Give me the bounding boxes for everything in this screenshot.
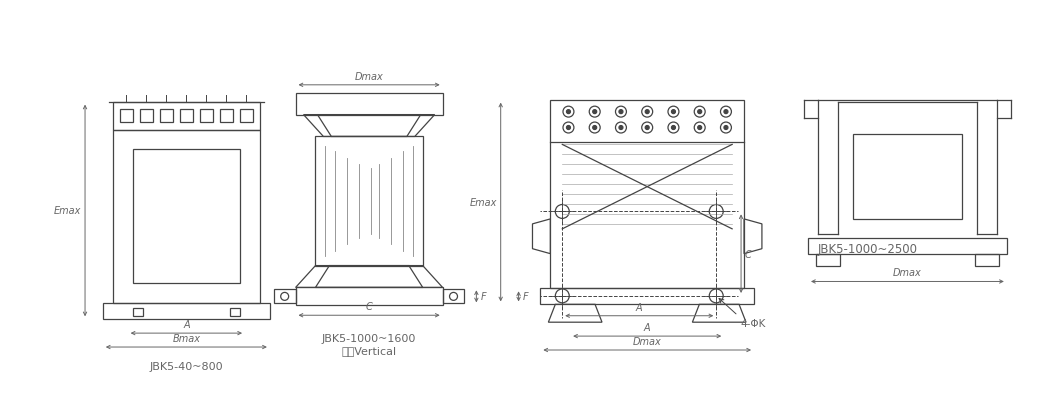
Circle shape [724,126,728,130]
Text: Emax: Emax [470,198,497,207]
Bar [200,110,213,123]
Bar [296,288,443,306]
Circle shape [593,126,597,130]
Bar [112,102,260,130]
Circle shape [697,126,702,130]
Circle shape [724,110,728,115]
Text: Emax: Emax [54,206,81,216]
Text: A: A [183,319,190,329]
Circle shape [619,110,623,115]
Circle shape [646,126,649,130]
Text: A: A [636,302,642,312]
Bar [103,303,270,319]
Circle shape [697,110,702,115]
Bar [120,110,132,123]
Circle shape [566,110,570,115]
Circle shape [671,110,675,115]
Text: 4-ΦK: 4-ΦK [740,318,765,328]
Bar [180,110,193,123]
Circle shape [619,126,623,130]
Text: Dmax: Dmax [894,268,922,278]
Text: Dmax: Dmax [633,336,661,346]
Bar [853,135,962,219]
Text: C: C [745,249,752,259]
Bar [550,101,744,289]
Text: JBK5-1000~2500: JBK5-1000~2500 [818,243,918,256]
Circle shape [646,110,649,115]
Circle shape [593,110,597,115]
Text: A: A [643,322,651,333]
Bar [219,110,233,123]
Bar [132,150,240,284]
Text: Dmax: Dmax [355,72,384,82]
Bar [160,110,173,123]
Text: F: F [523,292,528,301]
Bar [273,290,296,303]
Bar [240,110,252,123]
Bar [316,137,423,266]
Bar [808,238,1007,254]
Text: JBK5-1000~1600
竖式Vertical: JBK5-1000~1600 竖式Vertical [322,333,417,355]
Bar [296,94,443,115]
Bar [230,308,240,317]
Bar [975,254,999,266]
Bar [140,110,153,123]
Bar [112,130,260,303]
Bar [443,290,464,303]
Bar [541,289,754,305]
Text: Bmax: Bmax [173,333,200,343]
Text: F: F [480,292,485,301]
Text: JBK5-40~800: JBK5-40~800 [149,361,224,371]
Circle shape [566,126,570,130]
Bar [132,308,143,317]
Circle shape [671,126,675,130]
Text: C: C [366,301,372,312]
Bar [816,254,840,266]
